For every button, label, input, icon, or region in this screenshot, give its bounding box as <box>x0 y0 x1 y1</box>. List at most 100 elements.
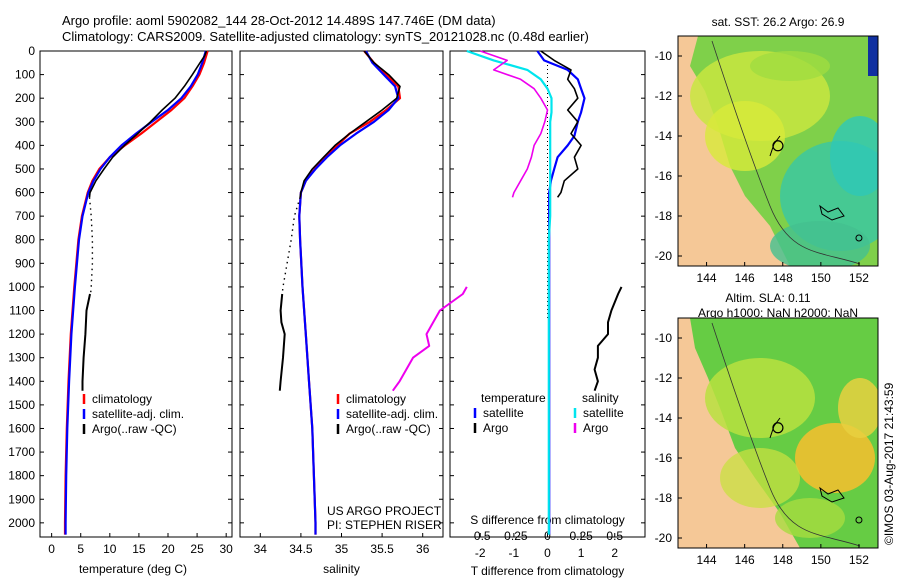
depth-tick-label: 1200 <box>8 327 35 341</box>
sla-lon-label: 146 <box>735 553 755 567</box>
depth-tick-label: 700 <box>15 209 35 223</box>
sst-lon-label: 150 <box>811 271 831 285</box>
temperature-legend-climatology-label: climatology <box>92 392 152 406</box>
sla-lat-label: -10 <box>655 331 673 345</box>
temperature-satellite-line <box>64 50 207 535</box>
sla-isobath <box>711 322 861 547</box>
temperature-argo-deep <box>81 293 91 391</box>
temperature-legend-satellite-label: satellite-adj. clim. <box>92 407 184 421</box>
S-difference-tick-label: -0.25 <box>500 529 528 543</box>
sst-cold-corner <box>868 36 878 76</box>
depth-tick-label: 500 <box>15 162 35 176</box>
sla-patch <box>775 498 845 538</box>
depth-tick-label: 400 <box>15 138 35 152</box>
temperature-argo-line <box>88 50 208 198</box>
sst-lat-label: -18 <box>655 209 673 223</box>
sst-cool-patch <box>770 221 870 266</box>
sst-lon-label: 148 <box>773 271 793 285</box>
salinity-argo-line <box>299 50 401 198</box>
sla-map-content <box>678 318 878 548</box>
S-legend-argo-label: Argo <box>583 421 609 435</box>
figure-title-line1: Argo profile: aoml 5902082_144 28-Oct-20… <box>62 13 496 28</box>
sla-lat-label: -20 <box>655 531 673 545</box>
sla-map-title-line2: Argo h1000: NaN h2000: NaN <box>698 306 858 320</box>
temperature-tick-label: 5 <box>77 542 84 556</box>
S-legend-satellite-label: satellite <box>583 406 624 420</box>
T-difference-tick-label: 2 <box>611 546 618 560</box>
sla-map-title-line1: Altim. SLA: 0.11 <box>725 291 810 305</box>
salinity-legend-satellite-label: satellite-adj. clim. <box>346 407 438 421</box>
salinity-panel <box>239 50 444 538</box>
temperature-tick-label: 0 <box>48 542 55 556</box>
depth-tick-label: 600 <box>15 186 35 200</box>
sst-lat-label: -10 <box>655 49 673 63</box>
sst-reef <box>819 204 845 221</box>
sla-map: 144 146 148 150 152 -10 -12 -14 -16 -18 -20 <box>655 317 879 567</box>
salinity-argo-deep <box>278 293 286 391</box>
sla-argo-position-marker <box>772 422 784 434</box>
temperature-tick-label: 25 <box>190 542 204 556</box>
sst-lat-label: -20 <box>655 249 673 263</box>
T-legend-argo-label: Argo <box>483 421 509 435</box>
sla-map-frame <box>677 317 879 549</box>
salinity-satellite-line <box>298 50 400 535</box>
sst-map-frame <box>677 35 879 267</box>
temperature-axis-label: temperature (deg C) <box>79 562 187 576</box>
S-satellite-line <box>466 49 553 535</box>
S-difference-tick-label: 0.5 <box>606 529 623 543</box>
sla-lon-label: 144 <box>697 553 717 567</box>
depth-tick-label: 1000 <box>8 280 35 294</box>
salinity-tick-label: 34.5 <box>289 542 313 556</box>
sla-high-patch <box>705 358 815 438</box>
salinity-legend-climatology-label: climatology <box>346 392 406 406</box>
S-difference-tick-label: 0 <box>544 529 551 543</box>
temperature-climatology-line <box>63 50 209 535</box>
depth-tick-label: 1400 <box>8 374 35 388</box>
sst-map-content <box>678 36 878 266</box>
salinity-axis-label: salinity <box>323 562 360 576</box>
sla-lon-label: 148 <box>773 553 793 567</box>
credit-line2: PI: STEPHEN RISER <box>327 518 442 532</box>
sst-warm-patch <box>705 101 785 171</box>
salinity-tick-label: 34 <box>254 542 268 556</box>
temperature-tick-label: 30 <box>220 542 234 556</box>
sla-lat-label: -12 <box>655 371 673 385</box>
S-difference-tick-label: -0.5 <box>470 529 491 543</box>
S-legend-title: salinity <box>582 391 619 405</box>
sst-map: 144 146 148 150 152 -10 -12 -14 -16 -18 -20 <box>655 35 879 285</box>
sst-lat-label: -12 <box>655 89 673 103</box>
depth-tick-label: 1700 <box>8 445 35 459</box>
T-argo-deep-line <box>593 286 623 392</box>
sla-lon-label: 152 <box>849 553 869 567</box>
temperature-panel <box>39 50 233 538</box>
depth-tick-label: 2000 <box>8 516 35 530</box>
sst-cool-patch <box>830 116 878 196</box>
temperature-argo-dotted <box>88 197 94 295</box>
salinity-tick-label: 35.5 <box>370 542 394 556</box>
sst-argo-position-marker <box>772 140 784 152</box>
T-difference-tick-label: 0 <box>544 546 551 560</box>
sst-isobath <box>711 40 861 265</box>
T-legend-satellite-label: satellite <box>483 406 524 420</box>
sla-high-patch <box>838 378 878 438</box>
depth-tick-label: 900 <box>15 256 35 270</box>
salinity-tick-label: 35 <box>335 542 349 556</box>
imos-timestamp: ©IMOS 03-Aug-2017 21:43:59 <box>882 382 896 545</box>
temperature-tick-label: 15 <box>132 542 146 556</box>
sla-lat-label: -18 <box>655 491 673 505</box>
sst-lon-label: 152 <box>849 271 869 285</box>
salinity-argo-dotted <box>281 197 301 295</box>
sla-lat-label: -16 <box>655 451 673 465</box>
depth-tick-label: 200 <box>15 91 35 105</box>
S-difference-axis-label: S difference from climatology <box>470 513 625 527</box>
depth-tick-label: 1100 <box>9 304 35 318</box>
temperature-legend-argo-label: Argo(..raw -QC) <box>92 422 177 436</box>
sst-lon-label: 144 <box>697 271 717 285</box>
salinity-tick-label: 36 <box>416 542 430 556</box>
sla-reef <box>769 417 781 439</box>
depth-tick-label: 1900 <box>8 492 35 506</box>
S-argo-line <box>480 50 549 198</box>
sst-map-title: sat. SST: 26.2 Argo: 26.9 <box>712 15 845 29</box>
T-legend-title: temperature <box>481 391 546 405</box>
